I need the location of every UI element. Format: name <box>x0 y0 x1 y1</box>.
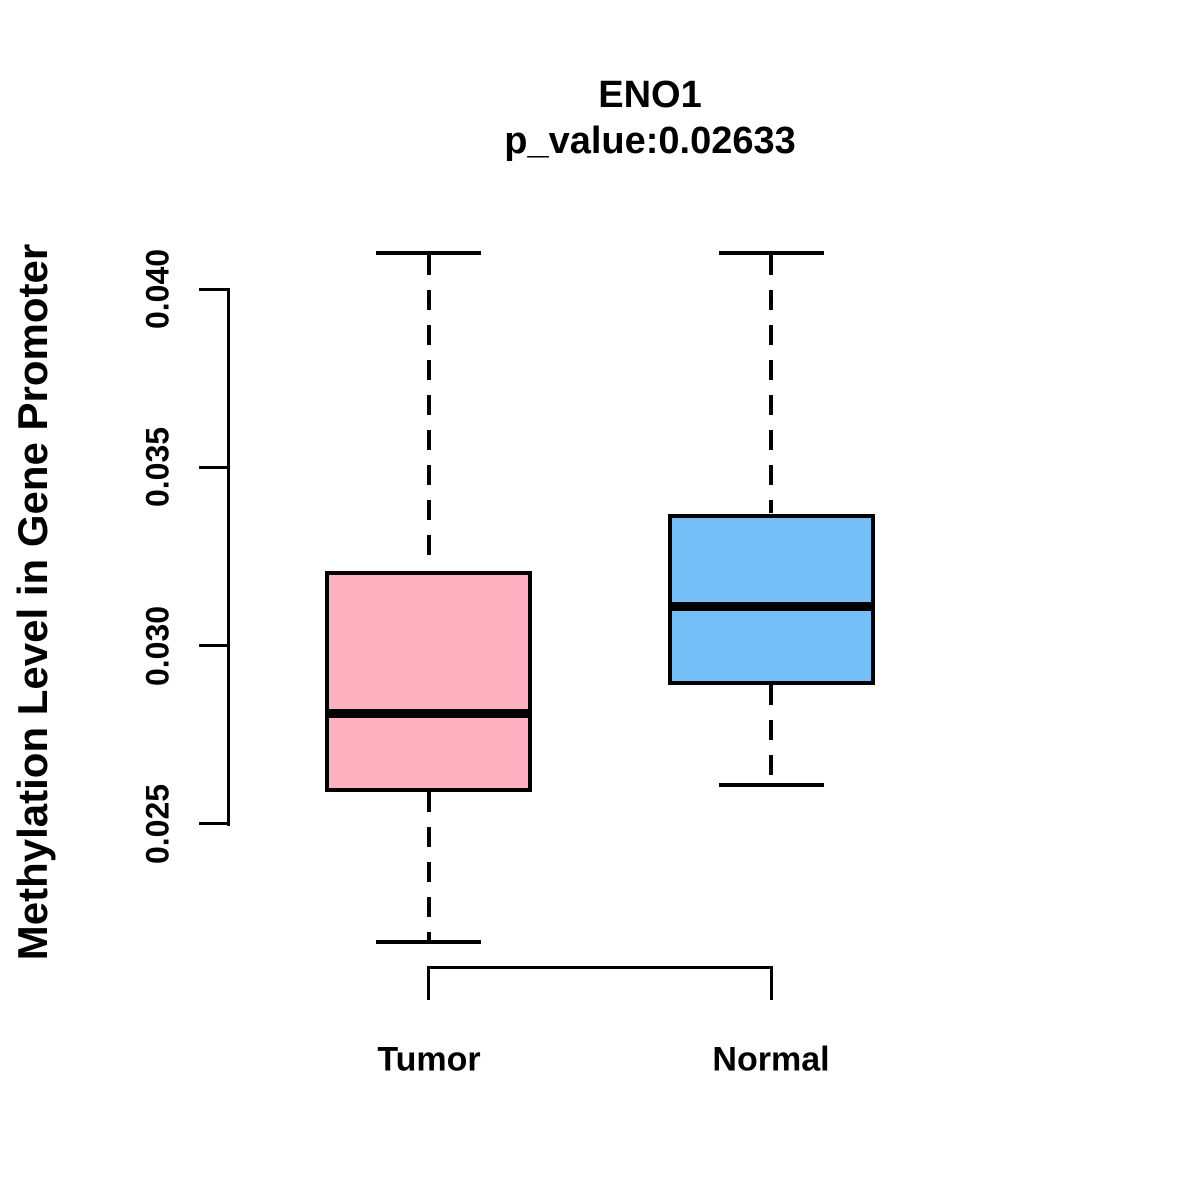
y-axis-tick <box>199 288 229 291</box>
chart-title: ENO1 <box>598 74 702 116</box>
y-axis-tick-label: 0.035 <box>139 426 176 508</box>
tumor-lower-whisker-cap <box>376 940 481 944</box>
x-axis-bracket-line <box>427 966 773 969</box>
y-axis-tick <box>199 644 229 647</box>
x-category-label-normal: Normal <box>712 1040 830 1079</box>
tumor-box <box>325 571 532 792</box>
tumor-median-line <box>325 709 532 718</box>
tumor-upper-whisker-line <box>427 255 431 570</box>
normal-upper-whisker-line <box>769 255 773 513</box>
chart-subtitle-pvalue: p_value:0.02633 <box>504 120 796 162</box>
y-axis-line <box>227 288 230 826</box>
x-axis-bracket-right-tick <box>770 966 773 1000</box>
normal-median-line <box>668 602 875 611</box>
tumor-lower-whisker-line <box>427 792 431 940</box>
normal-box <box>668 514 875 685</box>
y-axis-tick-label: 0.030 <box>139 605 176 687</box>
y-axis-tick <box>199 822 229 825</box>
y-axis-label: Methylation Level in Gene Promoter <box>9 243 56 961</box>
y-axis-tick-label: 0.025 <box>139 783 176 865</box>
normal-upper-whisker-cap <box>719 251 824 255</box>
normal-lower-whisker-line <box>769 685 773 783</box>
y-axis-tick <box>199 466 229 469</box>
tumor-upper-whisker-cap <box>376 251 481 255</box>
x-category-label-tumor: Tumor <box>377 1040 481 1079</box>
x-axis-bracket-left-tick <box>427 966 430 1000</box>
normal-lower-whisker-cap <box>719 783 824 787</box>
y-axis-tick-label: 0.040 <box>139 248 176 330</box>
